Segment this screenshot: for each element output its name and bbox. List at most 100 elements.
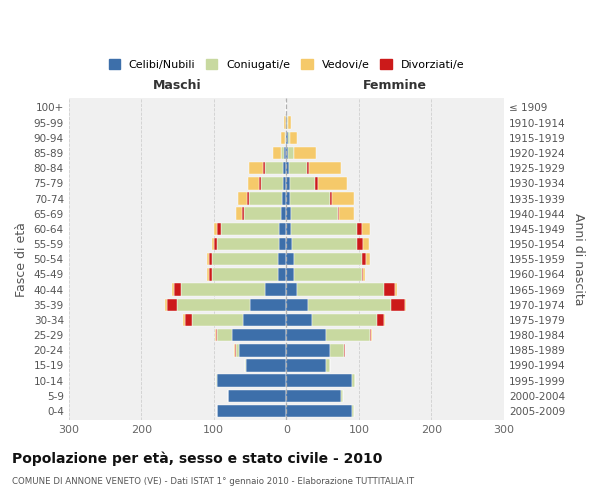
Bar <box>356 222 362 235</box>
Bar <box>247 192 250 204</box>
Bar <box>286 116 287 129</box>
Bar <box>281 208 286 220</box>
Bar <box>290 208 338 220</box>
Bar <box>247 360 286 372</box>
Bar <box>286 208 290 220</box>
Bar <box>286 177 290 190</box>
Bar <box>281 147 284 159</box>
Bar <box>293 268 362 280</box>
Bar <box>371 329 372 342</box>
Bar <box>286 329 326 342</box>
Bar <box>234 344 235 356</box>
Bar <box>292 238 358 250</box>
Bar <box>286 268 293 280</box>
Bar <box>228 390 286 402</box>
Bar <box>217 222 221 235</box>
Bar <box>250 192 282 204</box>
Bar <box>395 284 397 296</box>
Bar <box>341 390 343 402</box>
Bar <box>286 314 311 326</box>
Bar <box>292 222 356 235</box>
Bar <box>370 329 371 342</box>
Bar <box>286 147 289 159</box>
Bar <box>339 208 354 220</box>
Bar <box>290 132 297 144</box>
Bar <box>316 177 317 190</box>
Text: Popolazione per età, sesso e stato civile - 2010: Popolazione per età, sesso e stato civil… <box>12 451 382 466</box>
Bar <box>265 162 283 174</box>
Legend: Celibi/Nubili, Coniugati/e, Vedovi/e, Divorziati/e: Celibi/Nubili, Coniugati/e, Vedovi/e, Di… <box>109 59 464 70</box>
Bar <box>244 208 281 220</box>
Bar <box>309 162 341 174</box>
Bar <box>181 284 265 296</box>
Bar <box>214 222 217 235</box>
Bar <box>209 253 212 266</box>
Bar <box>286 162 289 174</box>
Bar <box>250 298 286 311</box>
Bar <box>236 208 242 220</box>
Bar <box>366 253 370 266</box>
Bar <box>297 284 384 296</box>
Bar <box>239 344 286 356</box>
Bar <box>207 268 209 280</box>
Bar <box>185 314 192 326</box>
Bar <box>265 284 286 296</box>
Bar <box>279 238 286 250</box>
Text: COMUNE DI ANNONE VENETO (VE) - Dati ISTAT 1° gennaio 2010 - Elaborazione TUTTITA: COMUNE DI ANNONE VENETO (VE) - Dati ISTA… <box>12 477 414 486</box>
Bar <box>281 132 285 144</box>
Bar <box>284 147 286 159</box>
Bar <box>286 284 297 296</box>
Bar <box>235 344 236 356</box>
Bar <box>330 344 344 356</box>
Bar <box>215 329 216 342</box>
Bar <box>330 192 332 204</box>
Bar <box>217 238 279 250</box>
Bar <box>308 298 391 311</box>
Bar <box>352 405 354 417</box>
Bar <box>344 344 345 356</box>
Bar <box>377 314 384 326</box>
Y-axis label: Anni di nascita: Anni di nascita <box>572 213 585 306</box>
Bar <box>286 298 308 311</box>
Bar <box>183 314 185 326</box>
Bar <box>286 253 293 266</box>
Bar <box>282 192 286 204</box>
Bar <box>287 116 288 129</box>
Text: Femmine: Femmine <box>363 78 427 92</box>
Bar <box>288 116 292 129</box>
Y-axis label: Fasce di età: Fasce di età <box>15 222 28 296</box>
Bar <box>174 284 181 296</box>
Bar <box>363 238 369 250</box>
Bar <box>212 253 278 266</box>
Bar <box>358 238 363 250</box>
Bar <box>311 314 377 326</box>
Bar <box>286 222 292 235</box>
Bar <box>363 268 365 280</box>
Bar <box>165 298 167 311</box>
Bar <box>238 192 247 204</box>
Bar <box>273 147 281 159</box>
Bar <box>248 177 259 190</box>
Bar <box>209 268 212 280</box>
Bar <box>307 162 309 174</box>
Bar <box>232 329 286 342</box>
Bar <box>283 162 286 174</box>
Bar <box>404 298 406 311</box>
Bar <box>216 374 217 387</box>
Bar <box>286 390 341 402</box>
Bar <box>289 147 294 159</box>
Bar <box>217 374 286 387</box>
Bar <box>326 329 370 342</box>
Bar <box>178 298 250 311</box>
Bar <box>214 238 217 250</box>
Bar <box>243 314 286 326</box>
Bar <box>259 177 261 190</box>
Bar <box>284 116 286 129</box>
Bar <box>172 284 174 296</box>
Bar <box>207 253 209 266</box>
Bar <box>217 329 232 342</box>
Bar <box>212 238 214 250</box>
Bar <box>290 177 316 190</box>
Bar <box>245 360 247 372</box>
Bar <box>317 177 347 190</box>
